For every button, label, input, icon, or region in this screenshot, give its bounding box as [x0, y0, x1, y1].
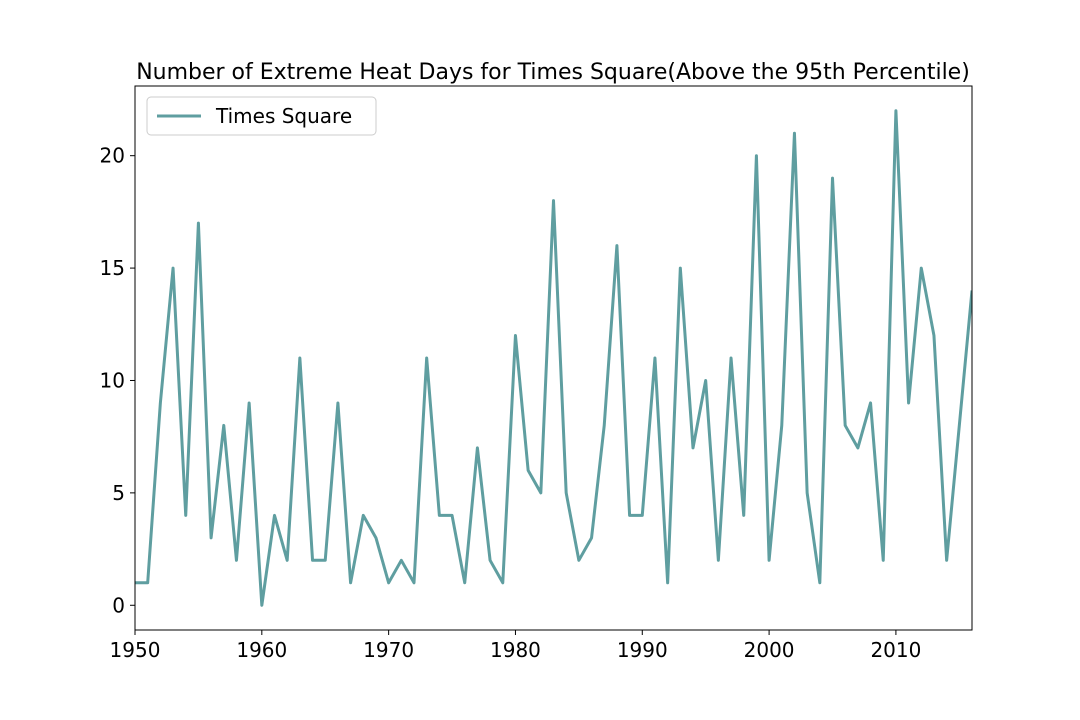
chart-title: Number of Extreme Heat Days for Times Sq…	[136, 60, 970, 85]
legend-box	[146, 96, 377, 136]
y-tick-label: 5	[112, 481, 125, 505]
x-tick-label: 1950	[110, 638, 161, 662]
x-tick-label: 1960	[236, 638, 287, 662]
x-tick-label: 1970	[363, 638, 414, 662]
x-tick-label: 1980	[490, 638, 541, 662]
x-tick-label: 1990	[617, 638, 668, 662]
y-tick-label: 20	[100, 144, 125, 168]
plot-frame	[134, 85, 973, 631]
y-tick-label: 0	[112, 593, 125, 617]
y-tick-label: 15	[100, 256, 125, 280]
x-tick-label: 2000	[744, 638, 795, 662]
y-tick-label: 10	[100, 368, 125, 392]
x-tick-label: 2010	[870, 638, 921, 662]
legend: Times Square	[146, 96, 377, 136]
legend-label: Times Square	[215, 104, 352, 128]
series-line-times-square	[135, 109, 972, 607]
